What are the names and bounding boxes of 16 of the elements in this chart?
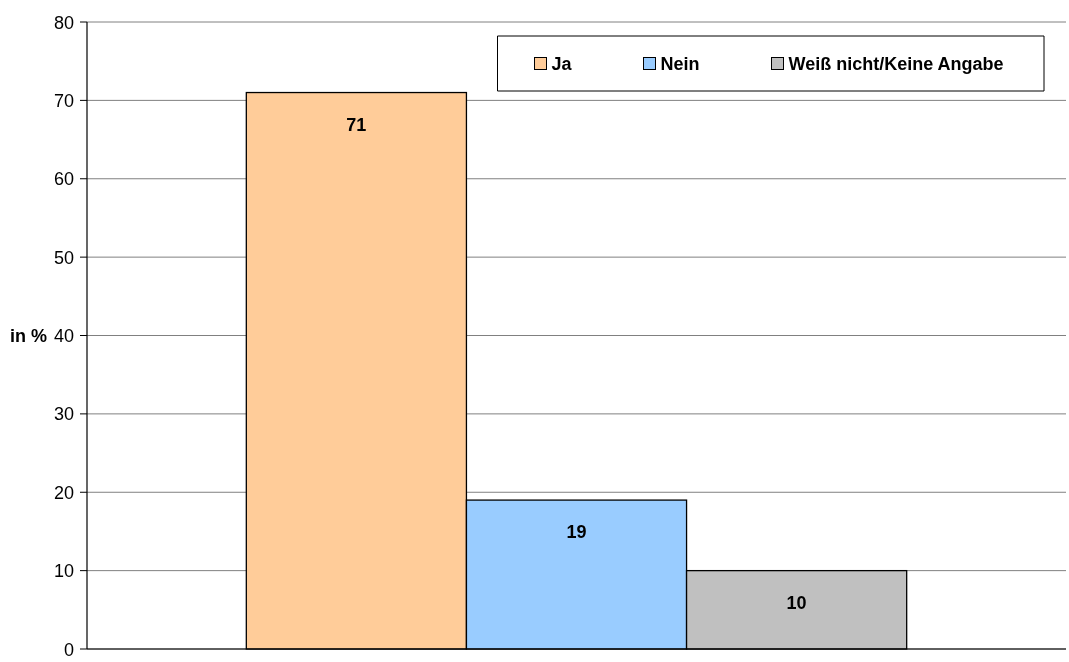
legend-label: Nein: [660, 54, 700, 74]
y-axis-title: in %: [9, 326, 47, 346]
legend-label: Ja: [551, 54, 573, 74]
data-label: 19: [566, 522, 587, 543]
y-tick-label: 50: [53, 247, 74, 268]
y-tick-label: 60: [53, 169, 74, 190]
data-label: 71: [346, 114, 367, 135]
legend-label: Weiß nicht/Keine Angabe: [788, 54, 1004, 74]
y-tick-label: 10: [53, 561, 74, 582]
y-tick-label: 70: [53, 90, 74, 111]
data-label: 10: [786, 592, 807, 613]
y-tick-label: 0: [63, 639, 74, 660]
y-tick-label: 80: [53, 12, 74, 33]
y-tick-label: 40: [53, 326, 74, 346]
y-tick-label: 20: [53, 482, 74, 503]
y-tick-label: 30: [53, 404, 74, 425]
